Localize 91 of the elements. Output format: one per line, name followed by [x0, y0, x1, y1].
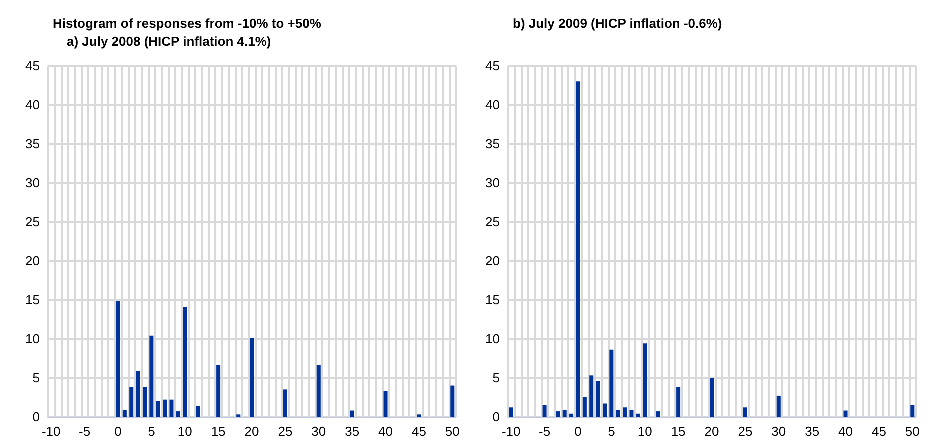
bar: [163, 400, 168, 417]
y-tick-label: 10: [26, 332, 40, 346]
y-tick-label: 30: [26, 176, 40, 190]
x-tick-label: 45: [872, 424, 886, 439]
bar: [122, 410, 127, 417]
bar: [509, 408, 514, 417]
x-tick-label: 40: [838, 424, 854, 439]
bar: [710, 378, 714, 417]
bar: [170, 400, 174, 417]
bar: [576, 82, 580, 417]
bar: [616, 410, 620, 417]
bar: [130, 387, 134, 417]
bar: [450, 386, 455, 417]
bar: [283, 390, 288, 417]
bar: [250, 338, 254, 417]
bar: [610, 350, 614, 417]
bar: [743, 408, 748, 417]
x-tick-label: 45: [412, 424, 426, 439]
y-tick-label: 0: [492, 410, 500, 424]
bar: [910, 405, 915, 417]
bar: [196, 406, 200, 417]
x-tick-label: 15: [211, 424, 226, 439]
bar: [142, 387, 147, 417]
x-tick-label: 5: [608, 424, 616, 439]
y-tick-label: 5: [492, 370, 500, 386]
x-tick-label: 5: [148, 424, 156, 439]
y-tick-label: 0: [32, 410, 40, 424]
bar: [116, 302, 120, 417]
bar: [676, 387, 681, 417]
bar: [562, 410, 567, 417]
x-tick-label: 35: [805, 424, 820, 439]
y-tick-label: 35: [486, 136, 500, 152]
y-tick-label: 5: [32, 370, 40, 386]
y-tick-label: 25: [26, 214, 40, 230]
bar: [183, 307, 188, 417]
x-tick-label: 15: [671, 424, 686, 439]
bar: [350, 410, 354, 417]
x-tick-label: -5: [539, 424, 551, 439]
y-tick-label: 20: [486, 254, 500, 268]
bar: [542, 405, 547, 417]
x-tick-label: -5: [79, 424, 91, 439]
x-tick-label: 10: [178, 424, 192, 439]
y-tick-label: 35: [26, 136, 40, 152]
bar: [570, 414, 574, 417]
x-tick-label: -10: [42, 424, 61, 439]
bar: [623, 408, 628, 417]
bar: [156, 401, 160, 417]
y-tick-label: 45: [486, 58, 500, 74]
y-tick-label: 25: [486, 214, 500, 230]
chart-title: Histogram of responses from -10% to +50%: [53, 16, 322, 31]
bar: [602, 404, 607, 417]
x-tick-label: 20: [704, 424, 720, 439]
x-tick-label: 0: [574, 424, 582, 439]
x-tick-label: 10: [638, 424, 652, 439]
x-tick-label: 0: [114, 424, 122, 439]
x-tick-label: 25: [278, 424, 293, 439]
bar: [216, 366, 221, 417]
y-tick-label: 15: [486, 292, 500, 308]
bar: [316, 366, 321, 417]
bar: [643, 344, 648, 417]
bar: [636, 414, 640, 417]
x-tick-label: -10: [502, 424, 521, 439]
bar: [844, 410, 848, 417]
x-tick-label: 35: [345, 424, 360, 439]
bar: [656, 412, 660, 417]
y-tick-label: 20: [26, 254, 40, 268]
x-tick-label: 40: [378, 424, 394, 439]
x-tick-label: 50: [905, 424, 920, 439]
bar: [150, 336, 154, 417]
x-tick-label: 30: [772, 424, 786, 439]
x-tick-label: 30: [312, 424, 326, 439]
bar: [176, 412, 180, 417]
y-tick-label: 45: [26, 58, 40, 74]
bar: [590, 376, 594, 417]
x-tick-label: 20: [244, 424, 260, 439]
bar: [776, 396, 781, 417]
x-tick-label: 50: [445, 424, 460, 439]
y-tick-label: 30: [486, 176, 500, 190]
y-tick-label: 10: [486, 332, 500, 346]
bar: [596, 381, 600, 417]
y-tick-label: 40: [486, 98, 500, 112]
bar: [556, 412, 560, 417]
bar: [630, 410, 634, 417]
y-tick-label: 15: [26, 292, 40, 308]
bar: [136, 370, 140, 417]
bar: [384, 391, 388, 417]
x-tick-label: 25: [738, 424, 753, 439]
y-tick-label: 40: [26, 98, 40, 112]
chart-subtitle: a) July 2008 (HICP inflation 4.1%): [67, 34, 272, 49]
chart-title: b) July 2009 (HICP inflation -0.6%): [513, 16, 722, 31]
bar: [582, 398, 587, 417]
